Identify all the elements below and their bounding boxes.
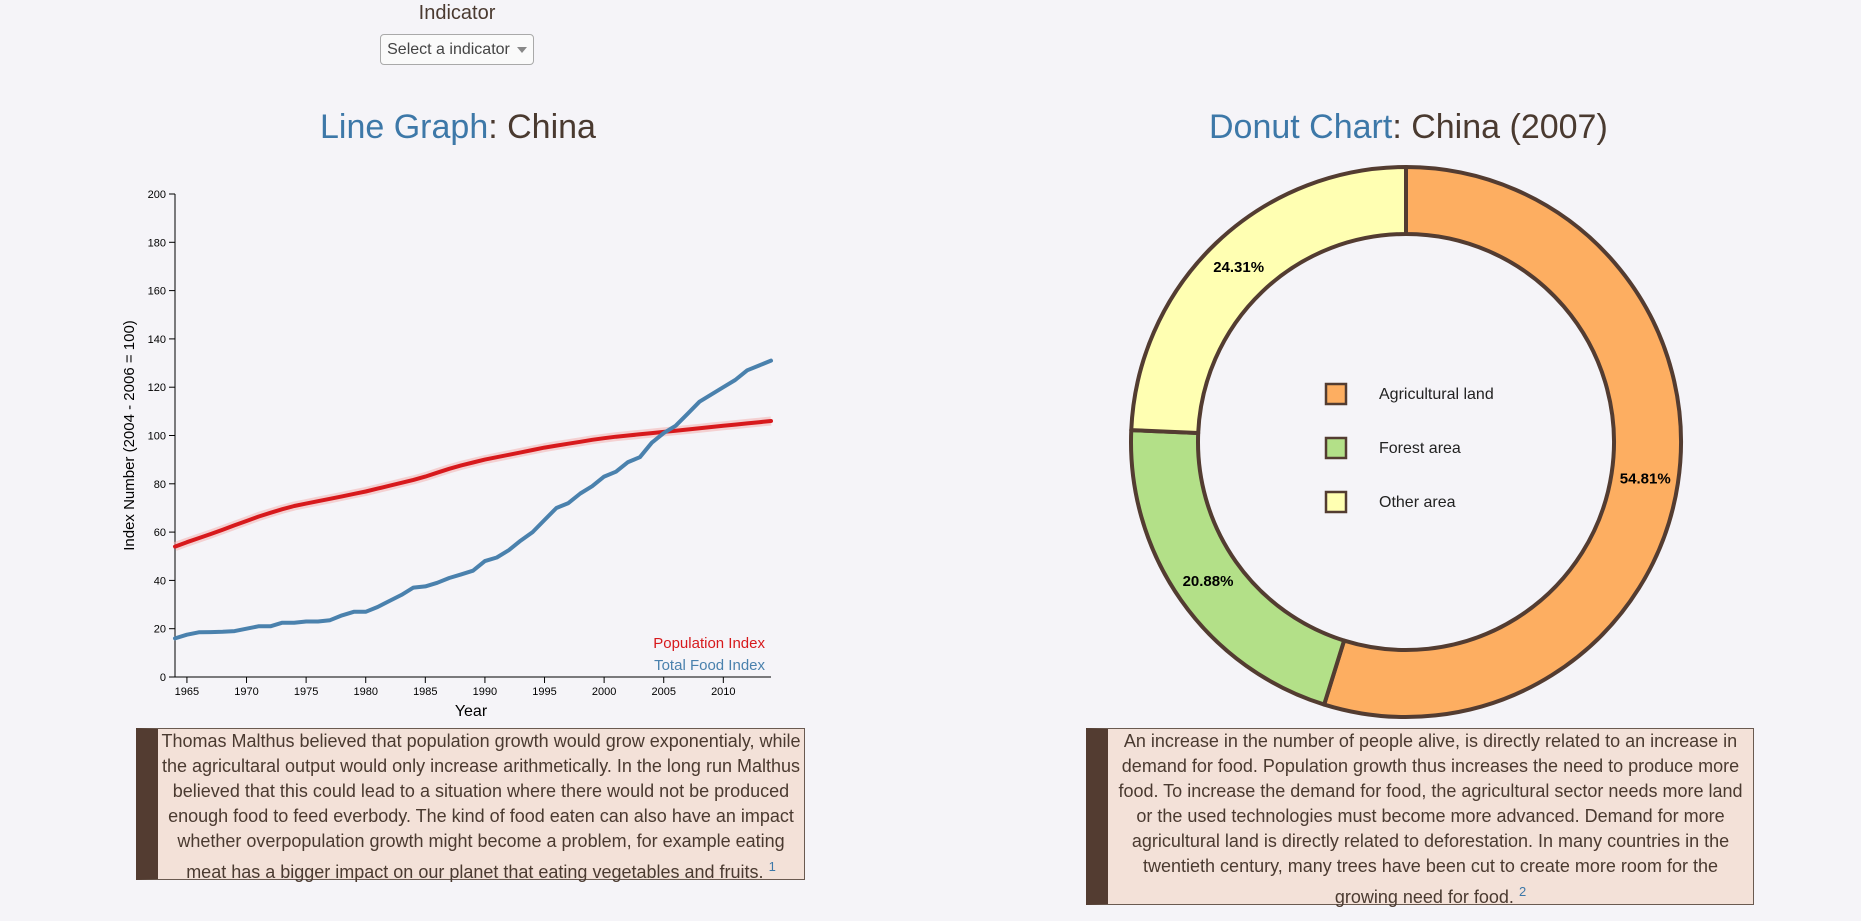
legend-swatch <box>1324 436 1348 460</box>
y-tick-label: 0 <box>160 672 166 684</box>
donut-slice-forest-area <box>1129 428 1347 707</box>
donut-slice-label: 54.81% <box>1620 470 1671 487</box>
x-tick-label: 2005 <box>651 686 675 698</box>
series-line-population-index <box>173 419 773 549</box>
malthus-info-text: Thomas Malthus believed that population … <box>161 731 801 882</box>
demand-info-text: An increase in the number of people aliv… <box>1118 731 1743 907</box>
x-tick-label: 1965 <box>175 686 199 698</box>
x-axis-label: Year <box>455 703 488 720</box>
donut-slice-label: 20.88% <box>1183 573 1234 590</box>
malthus-info-box: Thomas Malthus believed that population … <box>136 728 805 882</box>
x-tick-label: 1975 <box>294 686 318 698</box>
line-graph-title-accent: Line Graph <box>320 108 489 146</box>
y-tick-label: 200 <box>148 189 166 201</box>
donut-chart-title-accent: Donut Chart <box>1209 108 1393 146</box>
donut-slice-agricultural-land <box>1322 165 1683 719</box>
donut-chart-title-rest: : China (2007) <box>1392 108 1608 146</box>
line-graph-title: Line Graph: China <box>320 108 596 147</box>
legend-label: Forest area <box>1379 440 1461 457</box>
y-tick-label: 120 <box>148 382 166 394</box>
demand-info-box: An increase in the number of people aliv… <box>1086 728 1754 907</box>
legend-swatch <box>1324 382 1348 406</box>
series-halo <box>173 416 772 551</box>
legend-entry: Total Food Index <box>654 657 765 674</box>
x-tick-label: 1995 <box>532 686 556 698</box>
x-tick-label: 1970 <box>234 686 258 698</box>
y-tick-label: 40 <box>154 575 166 587</box>
x-tick-label: 1985 <box>413 686 437 698</box>
legend-swatch <box>1324 490 1348 514</box>
legend-label: Other area <box>1379 494 1456 511</box>
donut-chart: 54.81% 20.88% 24.31% Agricultural land Fores… <box>1129 165 1683 719</box>
legend-entry: Population Index <box>653 635 765 652</box>
y-tick-label: 80 <box>154 479 166 491</box>
donut-slice-label: 24.31% <box>1213 259 1264 276</box>
footnote-link-2[interactable]: 2 <box>1518 884 1527 899</box>
indicator-control: Indicator Select a indicator <box>379 0 535 65</box>
x-tick-label: 2000 <box>592 686 616 698</box>
y-tick-label: 180 <box>148 237 166 249</box>
y-tick-label: 20 <box>154 624 166 636</box>
x-tick-label: 1990 <box>473 686 497 698</box>
series-line-total-food-index <box>173 358 773 641</box>
y-tick-label: 160 <box>148 286 166 298</box>
donut-chart-title: Donut Chart: China (2007) <box>1209 108 1608 147</box>
x-tick-label: 1980 <box>353 686 377 698</box>
indicator-label: Indicator <box>418 2 496 24</box>
y-tick-label: 60 <box>154 527 166 539</box>
y-tick-label: 100 <box>148 431 166 443</box>
indicator-select[interactable]: Select a indicator <box>380 34 534 65</box>
indicator-select-value: Select a indicator <box>387 40 510 58</box>
y-tick-label: 140 <box>148 334 166 346</box>
footnote-link-1[interactable]: 1 <box>768 859 776 874</box>
line-graph-title-rest: : China <box>488 108 596 146</box>
chevron-down-icon <box>516 46 527 53</box>
legend-label: Agricultural land <box>1379 386 1494 403</box>
line-chart: 0 20 40 60 80 100 120 140 160 180 200 1965 1970 1975 1… <box>121 189 773 720</box>
x-tick-label: 2010 <box>711 686 735 698</box>
donut-slice-other-area <box>1129 165 1408 435</box>
y-axis-label: Index Number (2004 - 2006 = 100) <box>121 320 138 551</box>
